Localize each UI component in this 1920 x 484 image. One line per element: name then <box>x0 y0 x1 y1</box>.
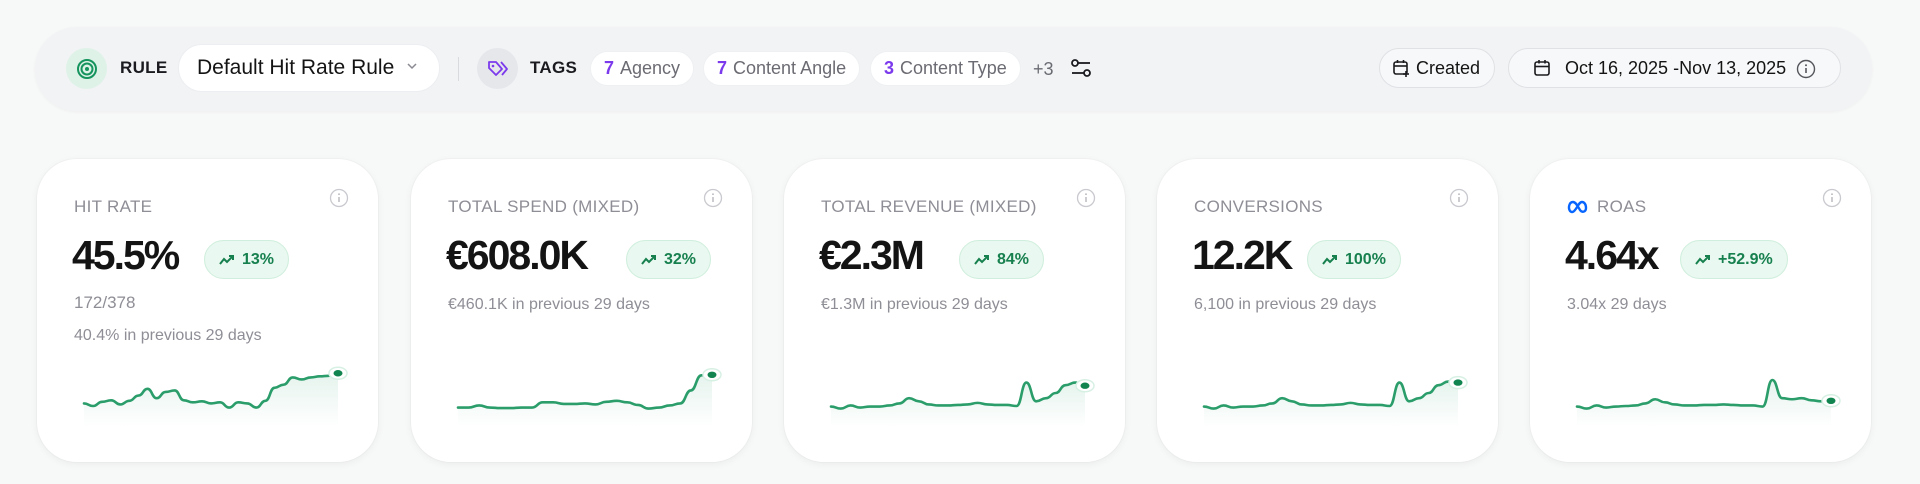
metric-card-total-spend: TOTAL SPEND (MIXED) €608.0K 32% €460.1K … <box>411 159 752 462</box>
sparkline-chart <box>1575 378 1841 427</box>
change-badge: 100% <box>1307 240 1401 279</box>
tag-pill-content-angle[interactable]: 7 Content Angle <box>703 51 861 86</box>
change-badge: 13% <box>204 240 290 279</box>
card-title-text: CONVERSIONS <box>1194 197 1323 216</box>
card-previous: 6,100 in previous 29 days <box>1194 296 1377 313</box>
info-icon[interactable] <box>1449 188 1469 208</box>
created-label: Created <box>1416 57 1481 78</box>
card-previous: 40.4% in previous 29 days <box>74 327 262 344</box>
created-date-field-button[interactable]: Created <box>1379 48 1495 88</box>
trending-up-icon <box>974 254 989 265</box>
filter-settings-icon[interactable] <box>1070 57 1092 79</box>
calendar-plus-icon <box>1393 60 1409 77</box>
trending-up-icon <box>219 254 234 265</box>
rule-dropdown[interactable]: Default Hit Rate Rule <box>178 44 440 92</box>
info-icon[interactable] <box>1076 188 1096 208</box>
card-title: TOTAL SPEND (MIXED) <box>448 197 639 217</box>
info-icon[interactable] <box>1796 59 1816 79</box>
metric-card-total-revenue: TOTAL REVENUE (MIXED) €2.3M 84% €1.3M in… <box>784 159 1125 462</box>
card-title-text: TOTAL SPEND (MIXED) <box>448 197 640 216</box>
divider <box>458 57 459 81</box>
rule-label: RULE <box>120 58 168 77</box>
sparkline-chart <box>829 378 1095 427</box>
card-value: €2.3M <box>819 232 925 278</box>
card-previous: €460.1K in previous 29 days <box>448 296 650 313</box>
info-icon[interactable] <box>703 188 723 208</box>
rule-selected-value: Default Hit Rate Rule <box>197 56 395 79</box>
tag-name: Content Type <box>900 58 1007 78</box>
info-icon[interactable] <box>329 188 349 208</box>
card-value: 45.5% <box>72 232 180 278</box>
card-title: TOTAL REVENUE (MIXED) <box>821 197 1037 217</box>
sparkline-chart <box>82 366 348 427</box>
trending-up-icon <box>641 254 656 265</box>
trending-up-icon <box>1695 254 1710 265</box>
trending-up-icon <box>1322 254 1337 265</box>
metric-card-roas: ROAS 4.64x +52.9% 3.04x 29 days <box>1530 159 1871 462</box>
card-previous: €1.3M in previous 29 days <box>821 296 1008 313</box>
tags-icon <box>477 48 518 89</box>
sparkline-chart <box>1202 375 1468 427</box>
card-previous: 3.04x 29 days <box>1567 296 1667 313</box>
card-ratio: 172/378 <box>74 293 136 312</box>
card-value: 12.2K <box>1192 232 1293 278</box>
card-title: ROAS <box>1567 197 1646 217</box>
sparkline-chart <box>456 368 722 427</box>
date-range-value: Oct 16, 2025 -Nov 13, 2025 <box>1565 57 1787 78</box>
change-badge: +52.9% <box>1680 240 1788 279</box>
change-value: 13% <box>242 250 275 268</box>
tag-pill-agency[interactable]: 7 Agency <box>590 51 695 86</box>
tag-count: 3 <box>884 58 895 78</box>
target-icon <box>66 48 107 89</box>
card-value: 4.64x <box>1565 232 1660 278</box>
tag-count: 7 <box>604 58 615 78</box>
meta-icon <box>1567 200 1588 214</box>
filter-bar: RULE Default Hit Rate Rule TAGS 7 Agency… <box>35 27 1872 111</box>
tag-count: 7 <box>717 58 728 78</box>
date-range-picker[interactable]: Oct 16, 2025 -Nov 13, 2025 <box>1508 48 1841 88</box>
change-badge: 84% <box>959 240 1045 279</box>
card-title-text: HIT RATE <box>74 197 153 216</box>
card-value: €608.0K <box>446 232 589 278</box>
change-value: 100% <box>1345 250 1386 268</box>
change-value: +52.9% <box>1718 250 1773 268</box>
change-badge: 32% <box>626 240 712 279</box>
card-title-text: TOTAL REVENUE (MIXED) <box>821 197 1037 216</box>
metric-card-conversions: CONVERSIONS 12.2K 100% 6,100 in previous… <box>1157 159 1498 462</box>
chevron-down-icon <box>407 63 417 70</box>
tag-pill-content-type[interactable]: 3 Content Type <box>870 51 1021 86</box>
more-tags-count[interactable]: +3 <box>1033 59 1054 79</box>
card-title: HIT RATE <box>74 197 152 217</box>
info-icon[interactable] <box>1822 188 1842 208</box>
change-value: 32% <box>664 250 697 268</box>
card-title-text: ROAS <box>1597 197 1647 216</box>
change-value: 84% <box>997 250 1030 268</box>
tags-label: TAGS <box>530 58 578 77</box>
tag-name: Agency <box>620 58 681 78</box>
tag-name: Content Angle <box>733 58 847 78</box>
metric-card-hit-rate: HIT RATE 45.5% 13% 172/378 40.4% in prev… <box>37 159 378 462</box>
calendar-icon <box>1534 60 1550 76</box>
card-title: CONVERSIONS <box>1194 197 1323 217</box>
